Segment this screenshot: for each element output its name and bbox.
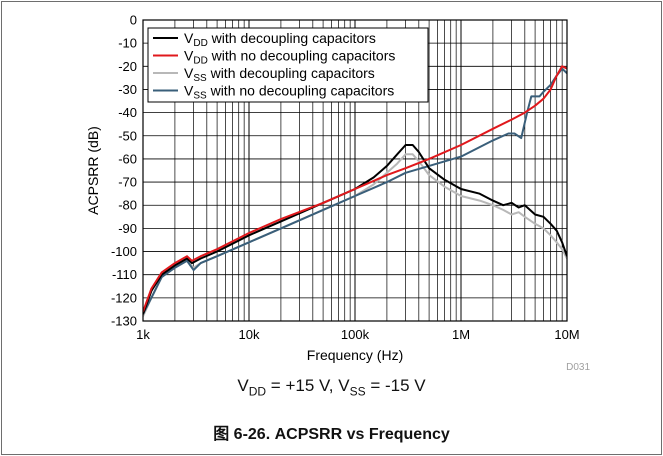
y-tick-label: -50 — [118, 128, 137, 143]
y-tick-label: -130 — [111, 314, 137, 329]
series-line-4 — [143, 67, 567, 315]
y-axis-label: ACPSRR (dB) — [85, 126, 101, 215]
y-tick-label: -100 — [111, 244, 137, 259]
y-tick-label: -110 — [112, 267, 137, 282]
y-tick-label: -40 — [118, 105, 137, 120]
series-line-1 — [143, 144, 567, 315]
y-tick-label: -30 — [118, 82, 137, 97]
y-tick-label: -80 — [118, 198, 137, 213]
x-tick-label: 1M — [452, 327, 470, 342]
x-axis-label: Frequency (Hz) — [307, 347, 403, 363]
legend-entry: VDD with no decoupling capacitors — [184, 48, 395, 67]
x-tick-label: 10M — [554, 327, 579, 342]
figure-caption: 图 6-26. ACPSRR vs Frequency — [213, 426, 450, 443]
legend-entry: VDD with decoupling capacitors — [184, 30, 376, 49]
y-tick-label: -120 — [111, 290, 137, 305]
legend-entry: VSS with decoupling capacitors — [184, 65, 375, 84]
figure-code: D031 — [566, 362, 590, 373]
y-tick-label: -60 — [118, 151, 137, 166]
series-line-3 — [143, 153, 567, 317]
y-tick-label: 0 — [130, 13, 137, 28]
plot-area-border — [142, 19, 568, 322]
x-tick-label: 100k — [341, 327, 370, 342]
conditions-caption: VDD = +15 V, VSS = -15 V — [237, 376, 426, 399]
series-line-2 — [143, 65, 567, 313]
tick-labels: 0 -10 -20 -30 -40 -50 -60 -70 -80 -90 -100 -110 -120… — [111, 13, 580, 343]
legend-entry: VSS with no decoupling capacitors — [184, 83, 394, 102]
y-tick-label: -90 — [118, 221, 137, 236]
x-tick-label: 10k — [239, 327, 260, 342]
y-tick-label: -10 — [118, 36, 137, 51]
x-tick-label: 1k — [136, 327, 150, 342]
series-lines — [143, 65, 567, 317]
legend-box — [147, 27, 429, 103]
y-tick-label: -70 — [118, 175, 137, 190]
y-tick-label: -20 — [118, 59, 137, 74]
